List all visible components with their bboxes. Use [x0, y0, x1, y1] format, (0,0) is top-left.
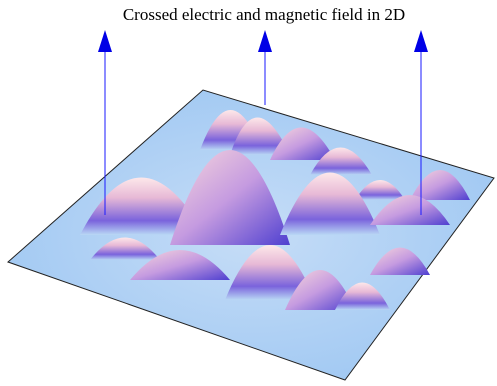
arrow-head — [98, 30, 112, 52]
title: Crossed electric and magnetic field in 2… — [123, 5, 405, 24]
arrow-head — [258, 30, 272, 52]
arrow-head — [414, 30, 428, 52]
arrow-heads — [98, 30, 428, 52]
page: Crossed electric and magnetic field in 2… — [0, 0, 497, 386]
illustration: Crossed electric and magnetic field in 2… — [0, 0, 497, 386]
